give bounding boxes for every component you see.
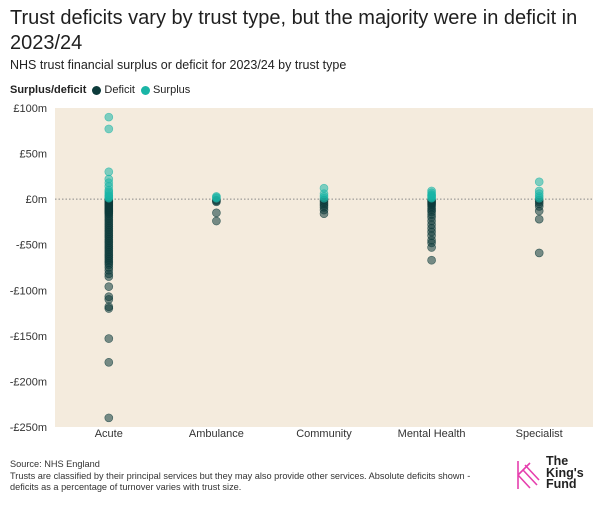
y-tick-label: -£150m <box>10 331 47 343</box>
data-point-deficit <box>534 206 544 216</box>
y-tick-label: -£200m <box>10 376 47 388</box>
data-point-surplus <box>104 174 114 184</box>
data-point-surplus <box>534 186 544 196</box>
legend-label-surplus: Surplus <box>152 84 191 96</box>
data-point-surplus <box>319 183 329 193</box>
data-point-deficit <box>319 209 329 219</box>
source-note: Source: NHS England <box>10 459 100 469</box>
data-point-surplus <box>534 177 544 187</box>
data-point-deficit <box>212 216 221 226</box>
data-point-deficit <box>427 255 436 265</box>
y-tick-label: -£100m <box>10 285 47 297</box>
data-point-surplus <box>212 192 221 201</box>
data-point-surplus <box>104 124 114 134</box>
y-tick-label: -£250m <box>10 422 47 434</box>
legend-label-deficit: Deficit <box>104 84 135 96</box>
data-point-deficit <box>534 214 544 224</box>
data-point-deficit <box>427 243 436 252</box>
legend: Surplus/deficit Deficit Surplus <box>10 84 196 96</box>
data-point-surplus <box>104 167 114 177</box>
data-point-deficit <box>104 295 114 304</box>
legend-swatch-surplus <box>140 85 150 95</box>
data-point-deficit <box>104 334 114 343</box>
data-point-deficit <box>104 413 114 423</box>
data-point-deficit <box>534 248 544 258</box>
legend-title: Surplus/deficit <box>10 84 87 96</box>
plot-area <box>55 108 593 427</box>
y-tick-label: £100m <box>13 103 47 115</box>
data-point-surplus <box>104 112 114 122</box>
y-tick-label: £50m <box>19 149 47 161</box>
chart-subtitle: NHS trust financial surplus or deficit f… <box>10 58 347 72</box>
kings-fund-logo <box>517 461 540 489</box>
y-tick-label: £0m <box>26 194 47 206</box>
legend-item-deficit: Deficit <box>92 84 135 96</box>
data-point-deficit <box>104 304 114 313</box>
data-point-deficit <box>104 282 114 291</box>
chart-title: Trust deficits vary by trust type, but t… <box>10 7 578 54</box>
classification-note: Trusts are classified by their principal… <box>10 470 471 493</box>
x-tick-label: Ambulance <box>189 428 244 440</box>
logo-text: The King's Fund <box>546 454 584 491</box>
legend-item-surplus: Surplus <box>140 84 191 96</box>
data-point-deficit <box>104 357 114 367</box>
x-tick-label: Mental Health <box>398 428 466 440</box>
data-point-deficit <box>104 272 114 281</box>
legend-swatch-deficit <box>92 85 102 95</box>
data-point-deficit <box>212 208 221 218</box>
x-tick-label: Community <box>296 428 352 440</box>
y-tick-label: -£50m <box>16 240 47 252</box>
chart-footer: Source: NHS England Trusts are classifie… <box>10 459 500 494</box>
x-tick-label: Acute <box>95 428 123 440</box>
x-tick-label: Specialist <box>516 428 563 440</box>
data-point-surplus <box>427 186 436 196</box>
